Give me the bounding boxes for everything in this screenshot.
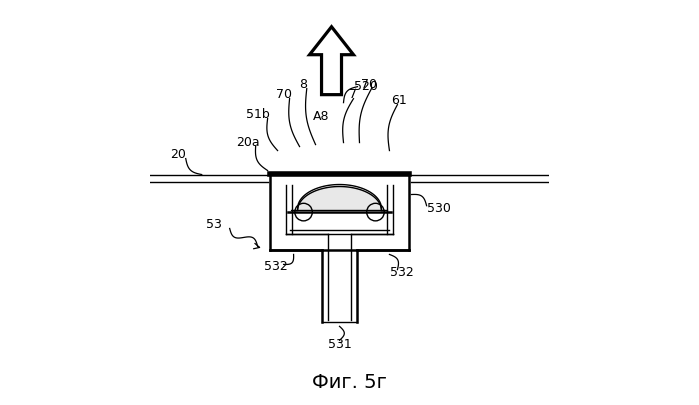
Text: 532: 532 [264,260,287,273]
Text: 53: 53 [206,218,222,231]
Text: Фиг. 5г: Фиг. 5г [312,373,387,392]
Text: 20a: 20a [236,136,259,149]
Text: 61: 61 [391,94,408,107]
Text: 70: 70 [361,78,377,91]
Text: 51b: 51b [246,108,270,121]
Polygon shape [310,27,354,95]
Text: 530: 530 [427,202,452,215]
Text: 531: 531 [328,338,352,351]
Text: 532: 532 [389,266,413,279]
Text: 70: 70 [275,88,291,101]
Text: 520: 520 [354,80,377,93]
Text: 20: 20 [170,148,186,161]
Text: 7: 7 [350,88,357,101]
Text: 8: 8 [300,78,308,91]
Polygon shape [298,187,382,211]
Text: A8: A8 [313,110,330,123]
